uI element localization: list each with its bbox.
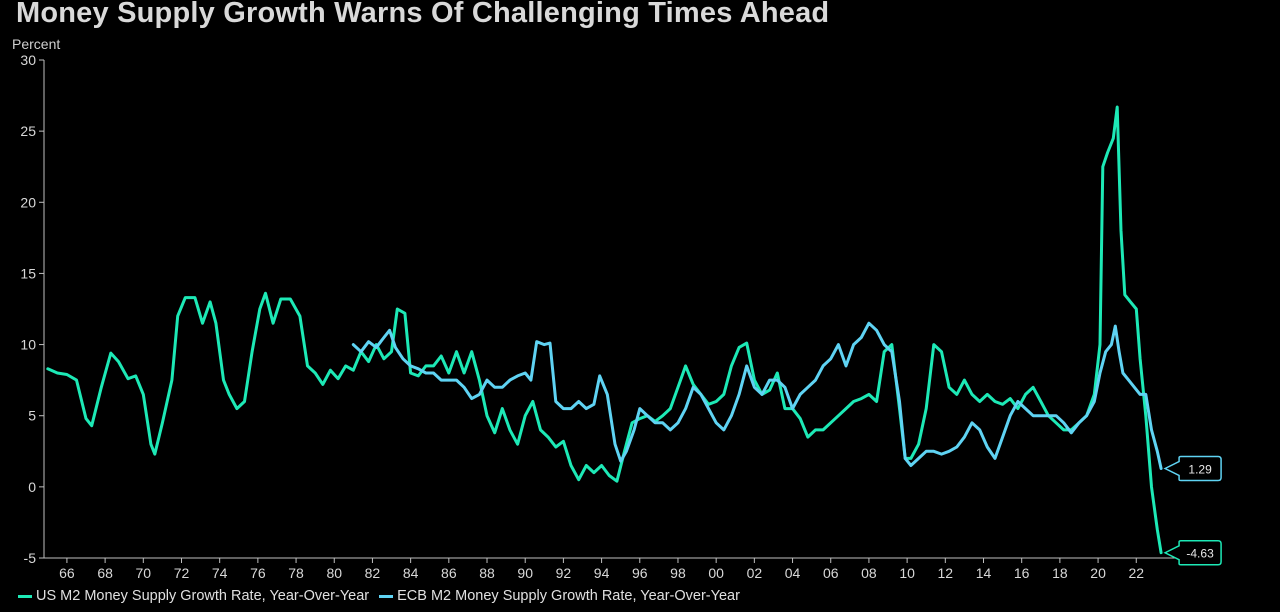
x-tick-label: 16 [1014,565,1030,581]
x-tick-label: 96 [632,565,648,581]
x-tick-label: 74 [212,565,228,581]
last-value-label-ecb-m2: 1.29 [1188,463,1212,477]
x-tick-label: 94 [594,565,610,581]
y-tick-label: 5 [28,408,36,424]
x-tick-label: 10 [899,565,915,581]
x-tick-label: 86 [441,565,457,581]
legend-swatch-us-m2 [18,594,32,598]
y-tick-label: -5 [24,550,37,566]
x-tick-label: 78 [288,565,304,581]
x-tick-label: 82 [365,565,381,581]
y-tick-label: 10 [20,337,36,353]
last-value-callout-ecb-m2 [1163,455,1222,482]
x-tick-label: 72 [174,565,190,581]
chart-title: Money Supply Growth Warns Of Challenging… [16,0,830,29]
y-tick-label: 15 [20,265,36,281]
legend-swatch-ecb-m2 [379,594,394,598]
y-tick-label: 0 [28,479,36,495]
x-tick-label: 70 [136,565,152,581]
series-line-ecb-m2 [351,321,1163,470]
x-tick-label: 02 [747,565,763,581]
y-axis-unit-label: Percent [12,36,61,52]
x-tick-label: 92 [556,565,572,581]
x-tick-label: 00 [708,565,724,581]
x-tick-label: 22 [1128,565,1144,581]
x-tick-label: 20 [1090,565,1106,581]
x-tick-label: 66 [59,565,75,581]
series-line-us-m2 [46,105,1163,555]
x-tick-label: 90 [517,565,533,581]
x-tick-label: 12 [938,565,954,581]
legend-item-ecb-m2: ECB M2 Money Supply Growth Rate, Year-Ov… [379,588,740,604]
x-tick-label: 98 [670,565,686,581]
x-tick-label: 68 [97,565,113,581]
x-tick-label: 84 [403,565,419,581]
last-value-callout-us-m2 [1163,539,1222,566]
x-tick-label: 88 [479,565,495,581]
x-tick-label: 80 [326,565,342,581]
legend-item-us-m2: US M2 Money Supply Growth Rate, Year-Ove… [18,588,369,604]
chart-legend: US M2 Money Supply Growth Rate, Year-Ove… [18,588,750,604]
x-tick-label: 76 [250,565,266,581]
last-value-label-us-m2: -4.63 [1186,547,1214,561]
x-tick-label: 18 [1052,565,1068,581]
x-tick-label: 06 [823,565,839,581]
y-tick-label: 30 [20,52,36,68]
y-tick-label: 20 [20,194,36,210]
legend-label-ecb-m2: ECB M2 Money Supply Growth Rate, Year-Ov… [397,588,740,604]
x-tick-label: 14 [976,565,992,581]
x-tick-label: 08 [861,565,877,581]
y-tick-label: 25 [20,123,36,139]
x-tick-label: 04 [785,565,801,581]
legend-label-us-m2: US M2 Money Supply Growth Rate, Year-Ove… [36,588,370,604]
